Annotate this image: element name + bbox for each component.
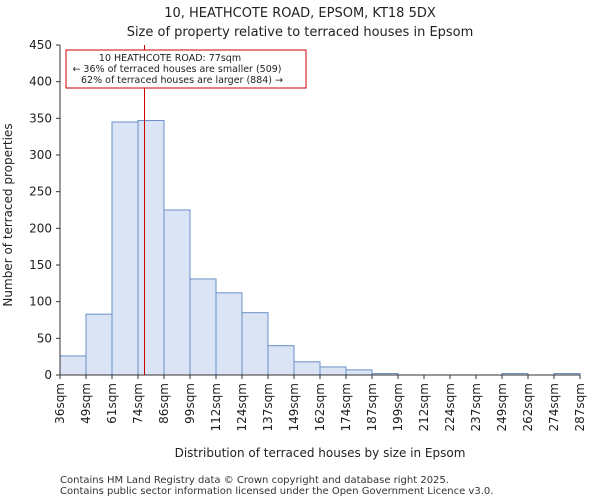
x-tick-label: 262sqm: [521, 383, 535, 431]
x-tick-label: 199sqm: [391, 383, 405, 431]
x-tick-label: 86sqm: [157, 383, 171, 424]
y-tick-label: 250: [29, 185, 52, 199]
y-tick-label: 50: [37, 331, 52, 345]
y-axis-label: Number of terraced properties: [1, 123, 15, 306]
x-tick-label: 287sqm: [573, 383, 587, 431]
annotation-box: [65, 49, 307, 89]
y-tick-label: 450: [29, 38, 52, 52]
y-tick-label: 100: [29, 295, 52, 309]
x-tick-label: 274sqm: [547, 383, 561, 431]
bar-137sqm: [267, 345, 295, 376]
x-tick-label: 36sqm: [53, 383, 67, 424]
bar-112sqm: [215, 292, 243, 376]
bar-49sqm: [85, 313, 113, 376]
x-axis-ticks: 36sqm 49sqm 61sqm 74sqm 86sqm 99sqm 112sqm 124s…: [53, 375, 587, 431]
y-tick-label: 150: [29, 258, 52, 272]
x-tick-label: 174sqm: [339, 383, 353, 431]
annotation-line2: ← 36% of terraced houses are smaller (50…: [72, 64, 281, 75]
x-tick-label: 237sqm: [469, 383, 483, 431]
x-tick-label: 224sqm: [443, 383, 457, 431]
footer-line1: Contains HM Land Registry data © Crown c…: [60, 475, 449, 486]
bar-174sqm: [345, 369, 373, 376]
x-tick-label: 137sqm: [261, 383, 275, 431]
bar-162sqm: [319, 366, 347, 376]
bar-74sqm: [137, 120, 165, 376]
x-tick-label: 187sqm: [365, 383, 379, 431]
y-tick-label: 350: [29, 111, 52, 125]
x-tick-label: 124sqm: [235, 383, 249, 431]
y-axis-ticks: 0 50 100 150 200 250 300 350 400 450: [29, 38, 60, 382]
x-tick-label: 249sqm: [495, 383, 509, 431]
bar-99sqm: [189, 278, 217, 376]
annotation-line3: 62% of terraced houses are larger (884) …: [81, 75, 283, 86]
x-tick-label: 112sqm: [209, 383, 223, 431]
bar-61sqm: [111, 121, 139, 376]
bar-36sqm: [59, 355, 87, 376]
bar-86sqm: [163, 209, 191, 376]
x-axis-label: Distribution of terraced houses by size …: [175, 446, 466, 460]
x-tick-label: 212sqm: [417, 383, 431, 431]
chart-title-line2: Size of property relative to terraced ho…: [127, 25, 474, 40]
x-tick-label: 149sqm: [287, 383, 301, 431]
histogram-chart: 10, HEATHCOTE ROAD, EPSOM, KT18 5DX Size…: [1, 6, 587, 460]
chart-title-line1: 10, HEATHCOTE ROAD, EPSOM, KT18 5DX: [164, 6, 436, 21]
x-tick-label: 162sqm: [313, 383, 327, 431]
bar-124sqm: [241, 312, 269, 376]
bar-149sqm: [293, 361, 321, 376]
annotation-line1: 10 HEATHCOTE ROAD: 77sqm: [99, 53, 241, 64]
y-tick-label: 300: [29, 148, 52, 162]
x-tick-label: 61sqm: [105, 383, 119, 424]
y-tick-label: 0: [44, 368, 52, 382]
bars-group: [59, 120, 581, 376]
y-tick-label: 200: [29, 221, 52, 235]
y-tick-label: 400: [29, 75, 52, 89]
x-tick-label: 74sqm: [131, 383, 145, 424]
footer-line2: Contains public sector information licen…: [60, 486, 494, 497]
x-tick-label: 49sqm: [79, 383, 93, 424]
x-tick-label: 99sqm: [183, 383, 197, 424]
